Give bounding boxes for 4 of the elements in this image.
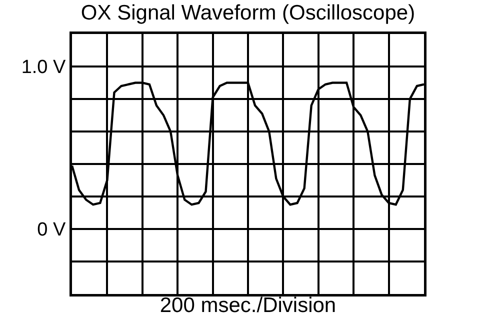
x-axis-title: 200 msec./Division xyxy=(160,294,336,317)
y-tick-label: 0 V xyxy=(37,220,66,241)
y-tick-label: 1.0 V xyxy=(21,57,66,78)
chart-title: OX Signal Waveform (Oscilloscope) xyxy=(80,2,416,25)
